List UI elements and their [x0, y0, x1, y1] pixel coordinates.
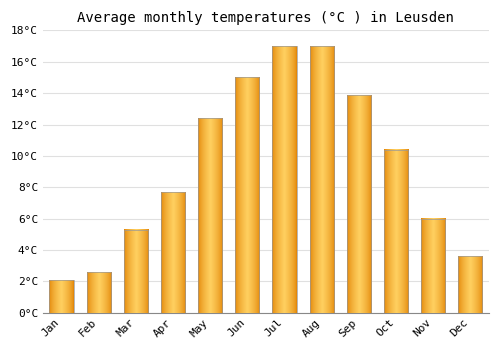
Bar [421, 218, 445, 313]
Bar [124, 230, 148, 313]
Bar [50, 280, 74, 313]
Bar [198, 118, 222, 313]
Bar [347, 95, 371, 313]
Bar [161, 192, 185, 313]
Bar [236, 77, 260, 313]
Bar [458, 256, 482, 313]
Bar [86, 272, 111, 313]
Bar [310, 46, 334, 313]
Bar [384, 149, 408, 313]
Bar [272, 46, 296, 313]
Title: Average monthly temperatures (°C ) in Leusden: Average monthly temperatures (°C ) in Le… [78, 11, 454, 25]
